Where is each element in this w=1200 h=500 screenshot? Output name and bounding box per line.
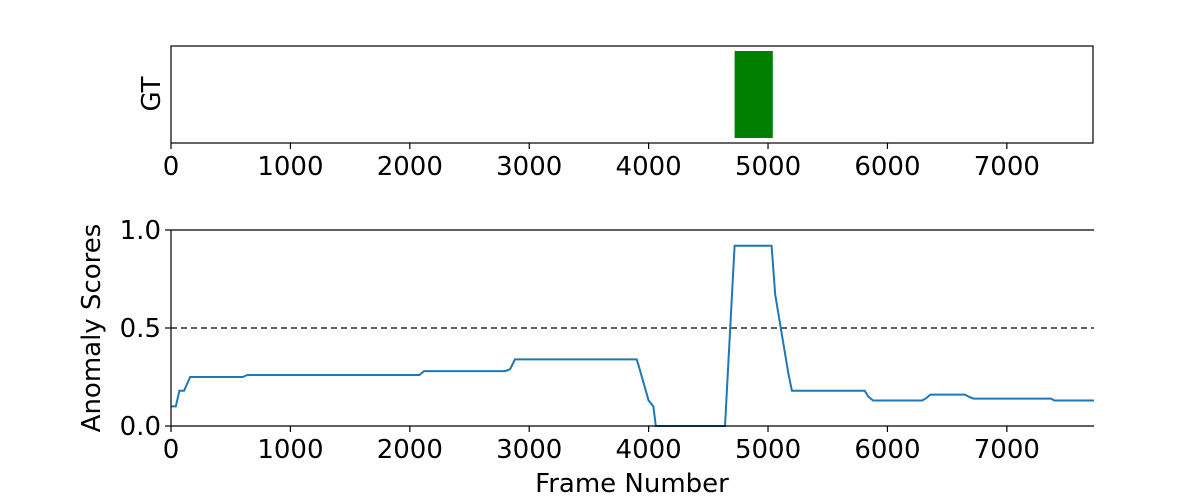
score-x-tick-label: 4000 [616,435,682,465]
gt-x-tick-label: 3000 [496,152,562,182]
gt-plot-frame [170,45,1094,144]
score-y-tick-label: 1.0 [120,216,161,246]
score-x-tick-label: 6000 [854,435,920,465]
reference-lines [171,229,1094,329]
gt-x-tick-label: 5000 [735,152,801,182]
score-x-tick-label: 5000 [735,435,801,465]
gt-x-tick-label: 7000 [974,152,1040,182]
gt-x-tick-label: 4000 [616,152,682,182]
score-panel: 0 1000 2000 3000 4000 5000 6000 7000 0.00.51.0 … [77,216,1094,499]
gt-x-tick-label: 1000 [257,152,323,182]
gt-segment-0 [734,51,773,138]
score-y-axis-label: Anomaly Scores [77,224,107,433]
score-x-tick-label: 7000 [974,435,1040,465]
score-y-tick-label: 0.5 [120,314,161,344]
score-x-tick-label: 0 [163,435,180,465]
score-y-tick-label: 0.0 [120,412,161,442]
gt-x-tick-label: 0 [163,152,180,182]
gt-x-tick-label: 2000 [377,152,443,182]
gt-panel: 0 1000 2000 3000 4000 5000 6000 7000 GT [137,45,1094,182]
gt-x-tick-label: 6000 [854,152,920,182]
score-x-ticks: 0 1000 2000 3000 4000 5000 6000 7000 [163,426,1040,465]
anomaly-score-line [171,244,1094,427]
score-x-tick-label: 2000 [377,435,443,465]
gt-x-ticks: 0 1000 2000 3000 4000 5000 6000 7000 [163,143,1040,182]
gt-segments [734,51,773,138]
score-x-tick-label: 3000 [496,435,562,465]
gt-y-axis-label: GT [137,76,167,111]
score-y-ticks: 0.0 0.5 1.0 [120,216,171,442]
score-x-axis-label: Frame Number [535,469,729,499]
score-x-tick-label: 1000 [257,435,323,465]
